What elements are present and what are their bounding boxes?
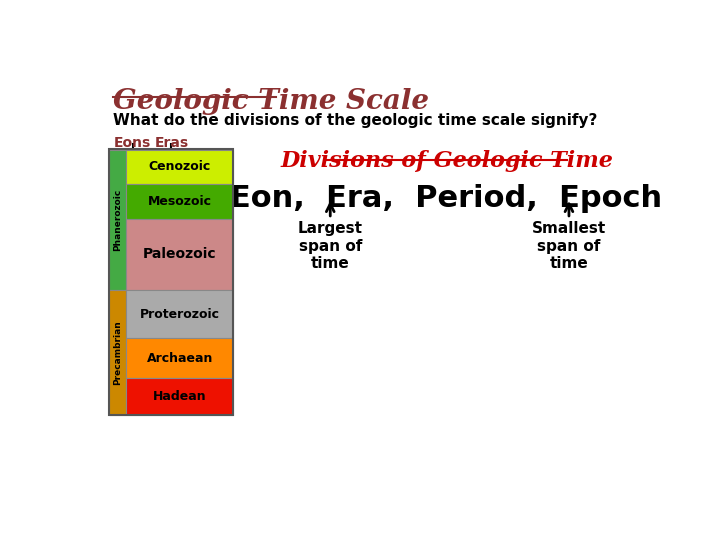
Text: Hadean: Hadean xyxy=(153,390,207,403)
Text: Paleozoic: Paleozoic xyxy=(143,247,217,261)
Text: Proterozoic: Proterozoic xyxy=(140,308,220,321)
Bar xyxy=(109,291,127,415)
Text: Geologic Time Scale: Geologic Time Scale xyxy=(113,88,429,115)
Text: What do the divisions of the geologic time scale signify?: What do the divisions of the geologic ti… xyxy=(113,112,598,127)
Text: Eon,  Era,  Period,  Epoch: Eon, Era, Period, Epoch xyxy=(230,184,662,213)
Bar xyxy=(127,184,233,219)
Bar xyxy=(127,219,233,291)
Text: Phanerozoic: Phanerozoic xyxy=(114,189,122,251)
Text: Divisions of Geologic Time: Divisions of Geologic Time xyxy=(280,150,613,172)
Bar xyxy=(109,150,233,415)
Text: Archaean: Archaean xyxy=(147,352,213,365)
Text: Cenozoic: Cenozoic xyxy=(149,160,211,173)
Text: Precambrian: Precambrian xyxy=(114,320,122,385)
Bar xyxy=(127,291,233,338)
Bar xyxy=(127,150,233,184)
Text: Smallest
span of
time: Smallest span of time xyxy=(532,221,606,271)
Bar xyxy=(127,338,233,378)
Text: Largest
span of
time: Largest span of time xyxy=(298,221,363,271)
Bar xyxy=(127,378,233,415)
Text: Mesozoic: Mesozoic xyxy=(148,195,212,208)
Text: Eons: Eons xyxy=(114,136,151,150)
Bar xyxy=(109,150,127,291)
Text: Eras: Eras xyxy=(154,136,189,150)
